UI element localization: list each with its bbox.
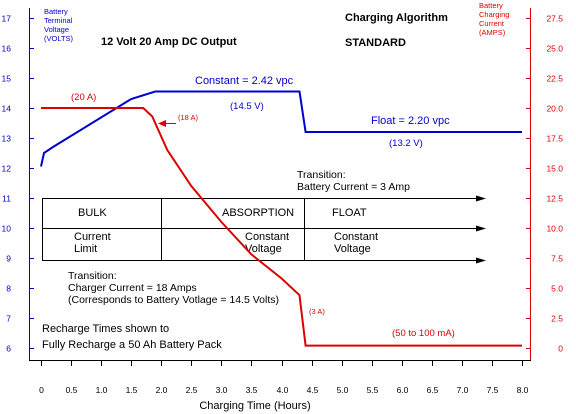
left-tick-label: 10 — [2, 224, 12, 234]
x-tick-label: 7.0 — [457, 385, 469, 395]
left-tick-label: 9 — [6, 254, 11, 264]
phase-absorption-mode: Constant Voltage — [245, 231, 292, 255]
left-tick-label: 13 — [2, 134, 12, 144]
current-18a-arrowhead — [158, 120, 166, 127]
transition-charger-current: Transition: Charger Current = 18 Amps (C… — [68, 270, 279, 306]
x-tick-label: 5.0 — [337, 385, 349, 395]
left-tick-label: 14 — [2, 104, 12, 114]
x-axis-title: Charging Time (Hours) — [199, 400, 310, 412]
x-tick-label: 7.5 — [487, 385, 499, 395]
left-tick-label: 16 — [2, 44, 12, 54]
current-18a-label: (18 A) — [178, 113, 199, 122]
left-axis-title-line: (VOLTS) — [44, 34, 74, 43]
phase-mode-line: Constant — [334, 231, 378, 243]
right-tick-label: 22.5 — [546, 74, 563, 84]
right-tick-label: 15.0 — [546, 164, 563, 174]
x-tick-label: 5.5 — [367, 385, 379, 395]
left-axis-title-line: Terminal — [44, 16, 73, 25]
right-tick-label: 17.5 — [546, 134, 563, 144]
x-tick-label: 3.0 — [216, 385, 228, 395]
right-axis-title-line: Battery — [479, 1, 503, 10]
phase-float-label: FLOAT — [332, 207, 367, 219]
transition-line: Transition: — [68, 270, 117, 282]
phase-absorption-label: ABSORPTION — [222, 207, 294, 219]
voltage-series-line — [40, 90, 522, 167]
phase-mode-line: Voltage — [245, 243, 282, 255]
left-axis-title: Battery Terminal Voltage (VOLTS) — [44, 7, 74, 43]
right-tick-label: 0 — [558, 344, 563, 354]
phase-bulk-mode: Current Limit — [74, 231, 114, 255]
phase-mode-line: Limit — [74, 243, 97, 255]
right-tick-label: 27.5 — [546, 14, 563, 24]
float-voltage-value: (13.2 V) — [389, 138, 423, 149]
phase-mode-line: Current — [74, 231, 111, 243]
left-tick-label: 7 — [6, 314, 11, 324]
chart-subtitle: STANDARD — [345, 37, 406, 49]
recharge-note-line: Fully Recharge a 50 Ah Battery Pack — [42, 339, 222, 351]
right-axis-title-line: Current — [479, 19, 505, 28]
right-tick-label: 25.0 — [546, 44, 563, 54]
right-axis-ticks: 0 2.5 5.0 7.5 10.0 12.5 15.0 17.5 20.0 22.5 25.0 27… — [526, 14, 563, 354]
constant-voltage-value: (14.5 V) — [230, 101, 264, 112]
x-tick-label: 4.0 — [277, 385, 289, 395]
transition-line: Transition: — [297, 169, 346, 181]
chart-header: 12 Volt 20 Amp DC Output — [101, 36, 237, 48]
x-tick-label: 0.5 — [66, 385, 78, 395]
current-20a-label: (20 A) — [71, 92, 96, 103]
constant-voltage-label: Constant = 2.42 vpc — [195, 75, 294, 87]
arrowhead — [476, 257, 486, 264]
right-axis-title: Battery Charging Current (AMPS) — [479, 1, 512, 37]
transition-line: (Corresponds to Battery Votlage = 14.5 V… — [68, 294, 279, 306]
x-tick-label: 2.0 — [156, 385, 168, 395]
left-axis-ticks: 6 7 8 9 10 11 12 13 14 15 16 17 — [2, 14, 34, 354]
phase-float-mode: Constant Voltage — [334, 231, 381, 255]
left-tick-label: 17 — [2, 14, 12, 24]
left-tick-label: 15 — [2, 74, 12, 84]
left-axis-title-line: Voltage — [44, 25, 69, 34]
phase-mode-line: Voltage — [334, 243, 371, 255]
x-tick-label: 3.5 — [246, 385, 258, 395]
right-tick-label: 7.5 — [551, 254, 563, 264]
phase-mode-line: Constant — [245, 231, 289, 243]
recharge-note-line: Recharge Times shown to — [42, 323, 169, 335]
x-tick-label: 2.5 — [186, 385, 198, 395]
left-axis-title-line: Battery — [44, 7, 68, 16]
x-tick-label: 6.5 — [427, 385, 439, 395]
current-3a-label: (3 A) — [309, 307, 325, 316]
arrowhead — [476, 225, 486, 232]
left-tick-label: 8 — [6, 284, 11, 294]
right-tick-label: 5.0 — [551, 284, 563, 294]
left-tick-label: 12 — [2, 164, 12, 174]
transition-line: Charger Current = 18 Amps — [68, 282, 197, 294]
x-tick-label: 6.0 — [397, 385, 409, 395]
right-tick-label: 2.5 — [551, 314, 563, 324]
left-tick-label: 11 — [2, 194, 11, 204]
right-tick-label: 10.0 — [546, 224, 563, 234]
right-tick-label: 20.0 — [546, 104, 563, 114]
current-float-label: (50 to 100 mA) — [392, 328, 455, 339]
float-voltage-label: Float = 2.20 vpc — [371, 115, 450, 127]
right-axis-title-line: (AMPS) — [479, 28, 506, 37]
phase-bulk-label: BULK — [78, 207, 107, 219]
chart-title: Charging Algorithm — [345, 12, 448, 24]
recharge-note: Recharge Times shown to Fully Recharge a… — [42, 323, 222, 351]
arrowhead — [476, 195, 486, 202]
current-series-line — [41, 107, 522, 347]
right-tick-label: 12.5 — [546, 194, 563, 204]
transition-battery-current: Transition: Battery Current = 3 Amp — [297, 169, 410, 193]
x-tick-label: 1.0 — [96, 385, 108, 395]
transition-line: Battery Current = 3 Amp — [297, 181, 410, 193]
x-tick-label: 8.0 — [517, 385, 529, 395]
x-tick-label: 1.5 — [126, 385, 138, 395]
x-tick-label: 0 — [39, 385, 44, 395]
x-tick-label: 4.5 — [307, 385, 319, 395]
right-axis-title-line: Charging — [479, 10, 509, 19]
left-tick-label: 6 — [6, 344, 11, 354]
x-axis-ticks: 0 0.5 1.0 1.5 2.0 2.5 3.0 3.5 4.0 4.5 5.0 5.5 6.0 6.5… — [39, 361, 529, 395]
